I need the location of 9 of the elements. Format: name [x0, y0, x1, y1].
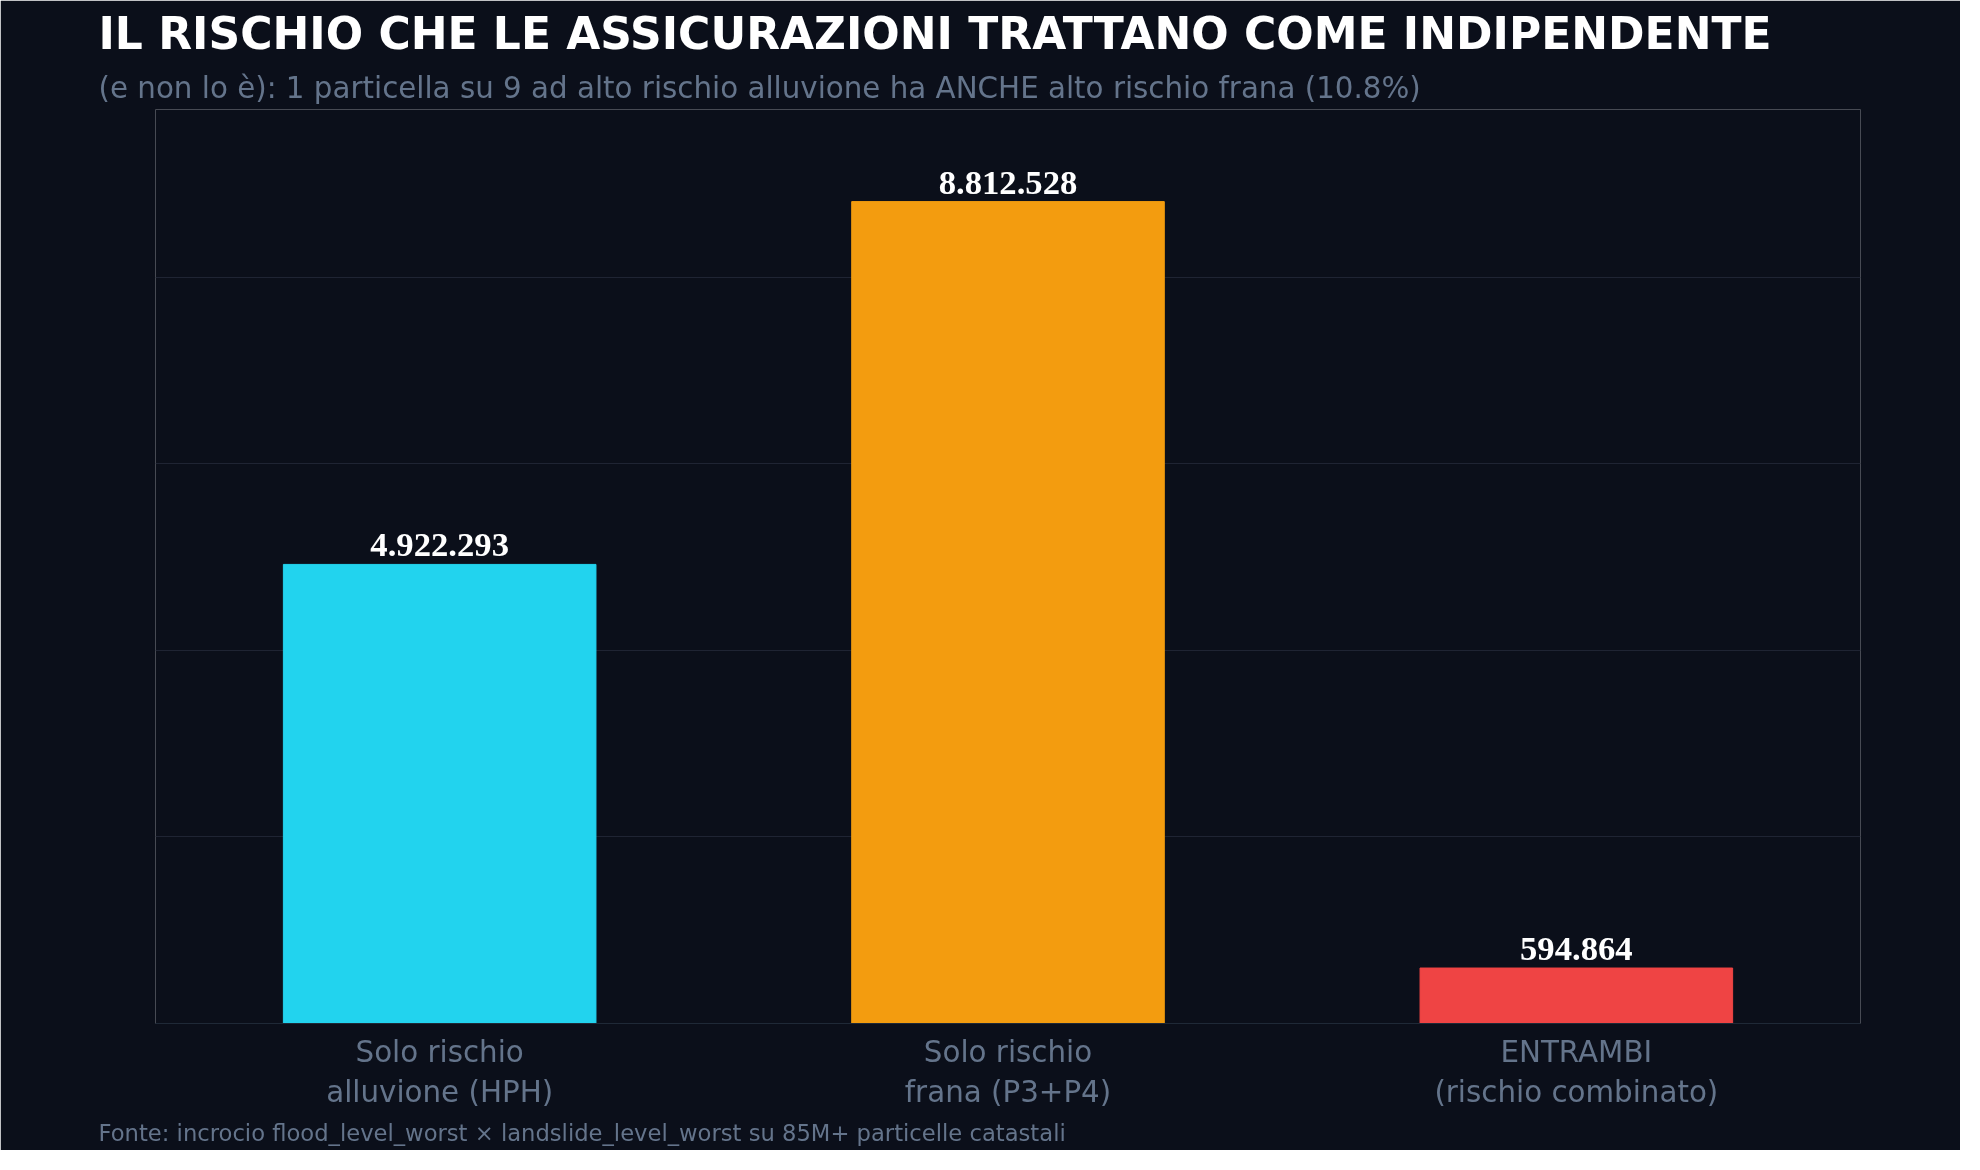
- data-label: 8.812.528: [938, 162, 1078, 201]
- data-label: 4.922.293: [370, 525, 509, 564]
- x-tick-label: Solo rischio alluvione (HPH): [326, 1034, 554, 1110]
- source-note: Fonte: incrocio flood_level_worst × landslide_level_worst su 85M+ particelle catastali: [98, 1119, 1066, 1146]
- chart-subtitle: (e non lo è): 1 particella su 9 ad alto rischio alluvione ha ANCHE alto rischio frana (10.8%): [98, 70, 1421, 105]
- data-label: 594.864: [1520, 929, 1633, 968]
- chart-title: IL RISCHIO CHE LE ASSICURAZIONI TRATTANO COME INDIPENDENTE: [98, 7, 1772, 59]
- x-tick-label: Solo rischio frana (P3+P4): [904, 1034, 1112, 1110]
- x-tick-label: ENTRAMBI (rischio combinato): [1434, 1034, 1719, 1110]
